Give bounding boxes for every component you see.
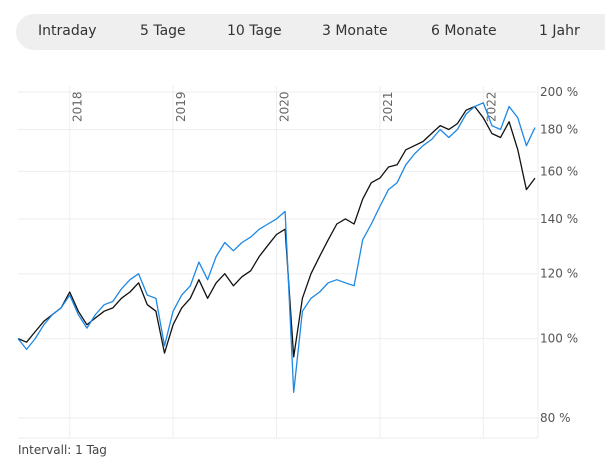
range-tabs: Intraday 5 Tage 10 Tage 3 Monate 6 Monat… <box>16 14 605 50</box>
tab-intraday[interactable]: Intraday <box>38 23 97 39</box>
tab-1-jahr[interactable]: 1 Jahr <box>539 23 580 39</box>
y-tick-label: 80 % <box>540 411 571 425</box>
tab-6-monate[interactable]: 6 Monate <box>431 23 497 39</box>
series-line-2 <box>17 102 536 393</box>
y-tick-label: 100 % <box>540 332 578 346</box>
tab-5-tage[interactable]: 5 Tage <box>140 23 186 39</box>
y-tick-label: 140 % <box>540 212 578 226</box>
y-tick-label: 120 % <box>540 267 578 281</box>
interval-label: Intervall: 1 Tag <box>18 443 107 457</box>
x-tick-label: 2022 <box>484 91 498 122</box>
tab-10-tage[interactable]: 10 Tage <box>227 23 282 39</box>
y-tick-label: 180 % <box>540 122 578 136</box>
x-tick-label: 2019 <box>174 91 188 122</box>
y-tick-label: 200 % <box>540 85 578 99</box>
x-tick-label: 2018 <box>71 91 85 122</box>
tab-3-monate[interactable]: 3 Monate <box>322 23 388 39</box>
x-tick-label: 2020 <box>278 91 292 122</box>
series-line-1 <box>17 105 536 358</box>
y-tick-label: 160 % <box>540 164 578 178</box>
x-tick-label: 2021 <box>381 91 395 122</box>
